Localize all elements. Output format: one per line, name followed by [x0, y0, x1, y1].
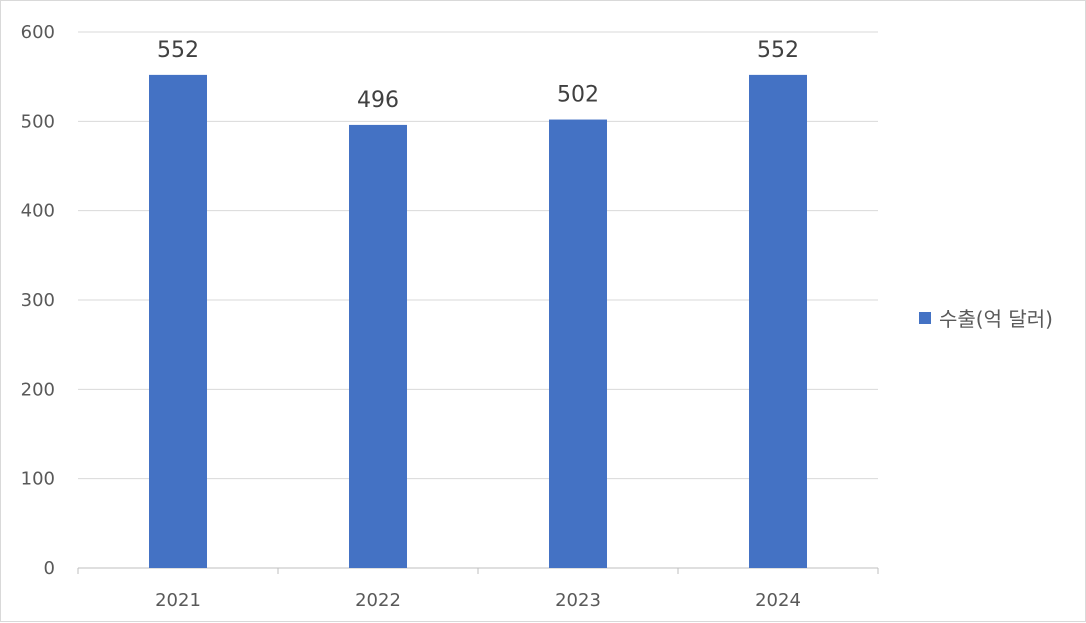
y-tick-label: 500 [21, 111, 55, 132]
y-tick-label: 300 [21, 290, 55, 311]
x-tick-label: 2021 [155, 590, 201, 611]
data-label: 552 [157, 38, 199, 63]
y-tick-label: 600 [21, 22, 55, 43]
x-tick-label: 2024 [755, 590, 801, 611]
bar [349, 124, 407, 568]
bar [149, 74, 207, 568]
legend-label: 수출(억 달러) [939, 307, 1053, 331]
x-tick-label: 2023 [555, 590, 601, 611]
data-label: 502 [557, 83, 599, 108]
legend-swatch [919, 311, 931, 324]
y-tick-label: 0 [44, 558, 55, 579]
data-label: 552 [757, 38, 799, 63]
y-tick-label: 400 [21, 201, 55, 222]
bar [749, 74, 807, 568]
data-label: 496 [357, 88, 399, 113]
x-tick-label: 2022 [355, 590, 401, 611]
bar [549, 119, 607, 569]
legend: 수출(억 달러) [919, 303, 1053, 332]
y-tick-label: 200 [21, 379, 55, 400]
y-tick-label: 100 [21, 469, 55, 490]
